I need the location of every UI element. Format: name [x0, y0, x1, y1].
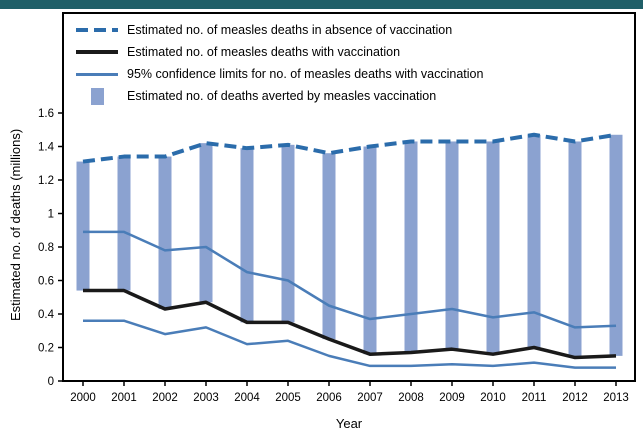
svg-text:0.6: 0.6 [38, 276, 54, 288]
bar-swatch-marker [76, 87, 118, 105]
legend-label: Estimated no. of measles deaths in absen… [127, 22, 453, 37]
legend-label: Estimated no. of deaths averted by measl… [127, 88, 437, 103]
x-axis-label: Year [335, 416, 363, 431]
svg-text:2012: 2012 [562, 392, 588, 404]
dashed-line-marker [76, 28, 118, 32]
svg-text:1.2: 1.2 [38, 175, 54, 187]
svg-text:2010: 2010 [480, 392, 506, 404]
svg-text:2009: 2009 [439, 392, 465, 404]
svg-text:0.2: 0.2 [38, 343, 54, 355]
svg-text:0.8: 0.8 [38, 242, 54, 254]
legend-item-absence: Estimated no. of measles deaths in absen… [76, 19, 483, 41]
svg-text:2003: 2003 [193, 392, 219, 404]
legend: Estimated no. of measles deaths in absen… [76, 19, 483, 107]
y-axis-label: Estimated no. of deaths (millions) [8, 128, 23, 322]
top-border-bar [0, 0, 643, 9]
svg-text:1.4: 1.4 [38, 142, 55, 154]
svg-text:2006: 2006 [316, 392, 342, 404]
svg-text:2004: 2004 [234, 392, 260, 404]
black-line-marker [76, 50, 118, 54]
svg-text:1: 1 [48, 209, 54, 221]
svg-text:2008: 2008 [398, 392, 424, 404]
legend-item-deaths-averted: Estimated no. of deaths averted by measl… [76, 85, 483, 107]
svg-text:2001: 2001 [111, 392, 137, 404]
legend-label: 95% confidence limits for no. of measles… [127, 66, 484, 81]
svg-text:0: 0 [48, 376, 54, 388]
svg-text:2005: 2005 [275, 392, 301, 404]
svg-text:2013: 2013 [603, 392, 629, 404]
svg-text:0.4: 0.4 [38, 309, 55, 321]
legend-item-with-vaccination: Estimated no. of measles deaths with vac… [76, 41, 483, 63]
legend-item-confidence-limits: 95% confidence limits for no. of measles… [76, 63, 483, 85]
blue-line-marker [76, 72, 118, 76]
svg-text:2011: 2011 [522, 392, 547, 404]
svg-text:1.6: 1.6 [38, 108, 54, 120]
svg-text:2007: 2007 [357, 392, 383, 404]
svg-text:2002: 2002 [152, 392, 178, 404]
legend-label: Estimated no. of measles deaths with vac… [127, 44, 401, 59]
svg-text:2000: 2000 [70, 392, 96, 404]
